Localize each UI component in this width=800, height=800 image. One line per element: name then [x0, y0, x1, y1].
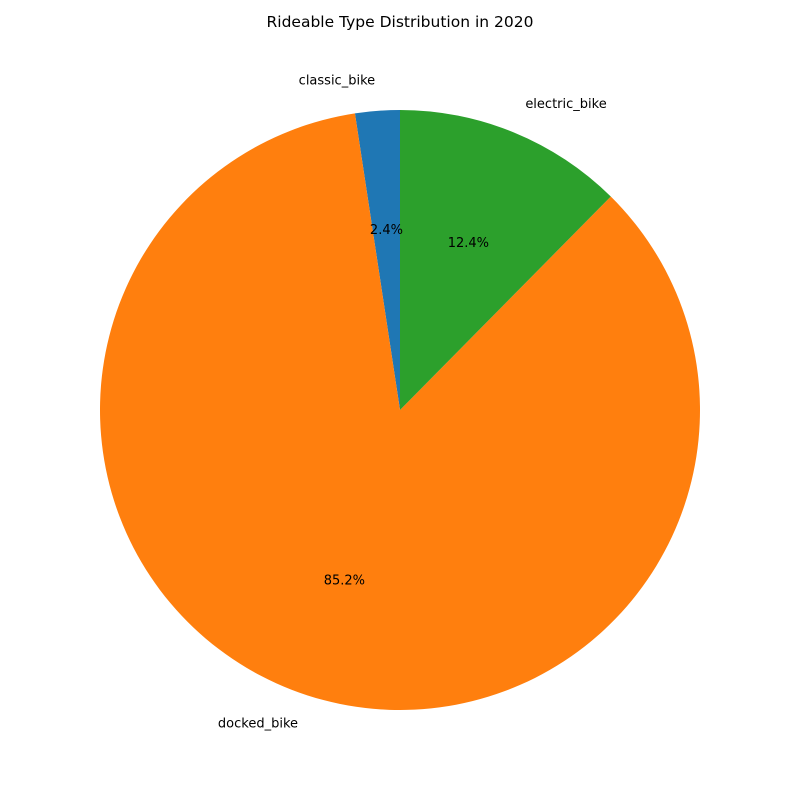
chart-title: Rideable Type Distribution in 2020 [267, 13, 534, 31]
slice-percent-electric-bike: 12.4% [448, 236, 489, 251]
slice-label-docked-bike: docked_bike [218, 716, 298, 731]
pie-slice-classic-bike [354, 110, 400, 410]
pie-slice-docked-bike [99, 113, 700, 710]
slice-percent-classic-bike: 2.4% [370, 223, 403, 238]
pie-slice-electric-bike [400, 110, 611, 410]
slice-percent-docked-bike: 85.2% [324, 574, 365, 589]
slice-label-classic-bike: classic_bike [299, 73, 375, 88]
slice-label-electric-bike: electric_bike [525, 97, 606, 112]
pie-slices [99, 110, 700, 710]
pie-labels: classic_bike 2.4% docked_bike 85.2% electric… [218, 73, 607, 731]
